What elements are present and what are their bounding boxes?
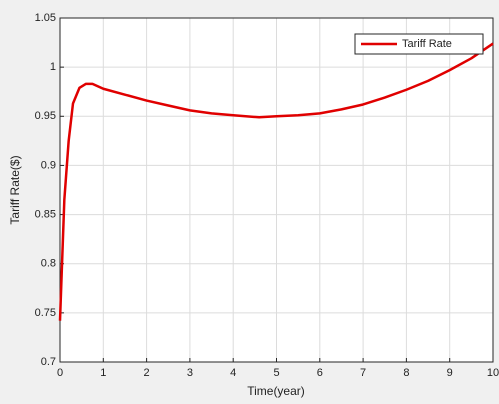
y-tick-label: 0.9 [41,159,56,171]
legend-label: Tariff Rate [402,38,452,50]
y-tick-label: 0.8 [41,258,56,270]
y-axis-label: Tariff Rate($) [8,155,22,224]
legend-box [354,33,484,55]
x-tick-label: 8 [403,367,409,379]
y-tick-label: 0.85 [35,208,56,220]
x-tick-label: 0 [57,367,63,379]
x-tick-label: 2 [144,367,150,379]
y-tick-label: 1.05 [35,12,56,24]
x-axis-label: Time(year) [247,384,305,398]
x-tick-label: 1 [100,367,106,379]
x-tick-label: 3 [187,367,193,379]
x-tick-label: 10 [487,367,499,379]
y-tick-label: 1 [50,61,56,73]
x-tick-label: 6 [317,367,323,379]
x-tick-label: 7 [360,367,366,379]
line [58,42,494,321]
x-tick-label: 4 [230,367,236,379]
x-tick-label: 5 [273,367,279,379]
x-tick-label: 9 [447,367,453,379]
y-tick-label: 0.75 [35,307,56,319]
plot-border [59,17,494,363]
y-tick-label: 0.7 [41,356,56,368]
y-tick-label: 0.95 [35,110,56,122]
